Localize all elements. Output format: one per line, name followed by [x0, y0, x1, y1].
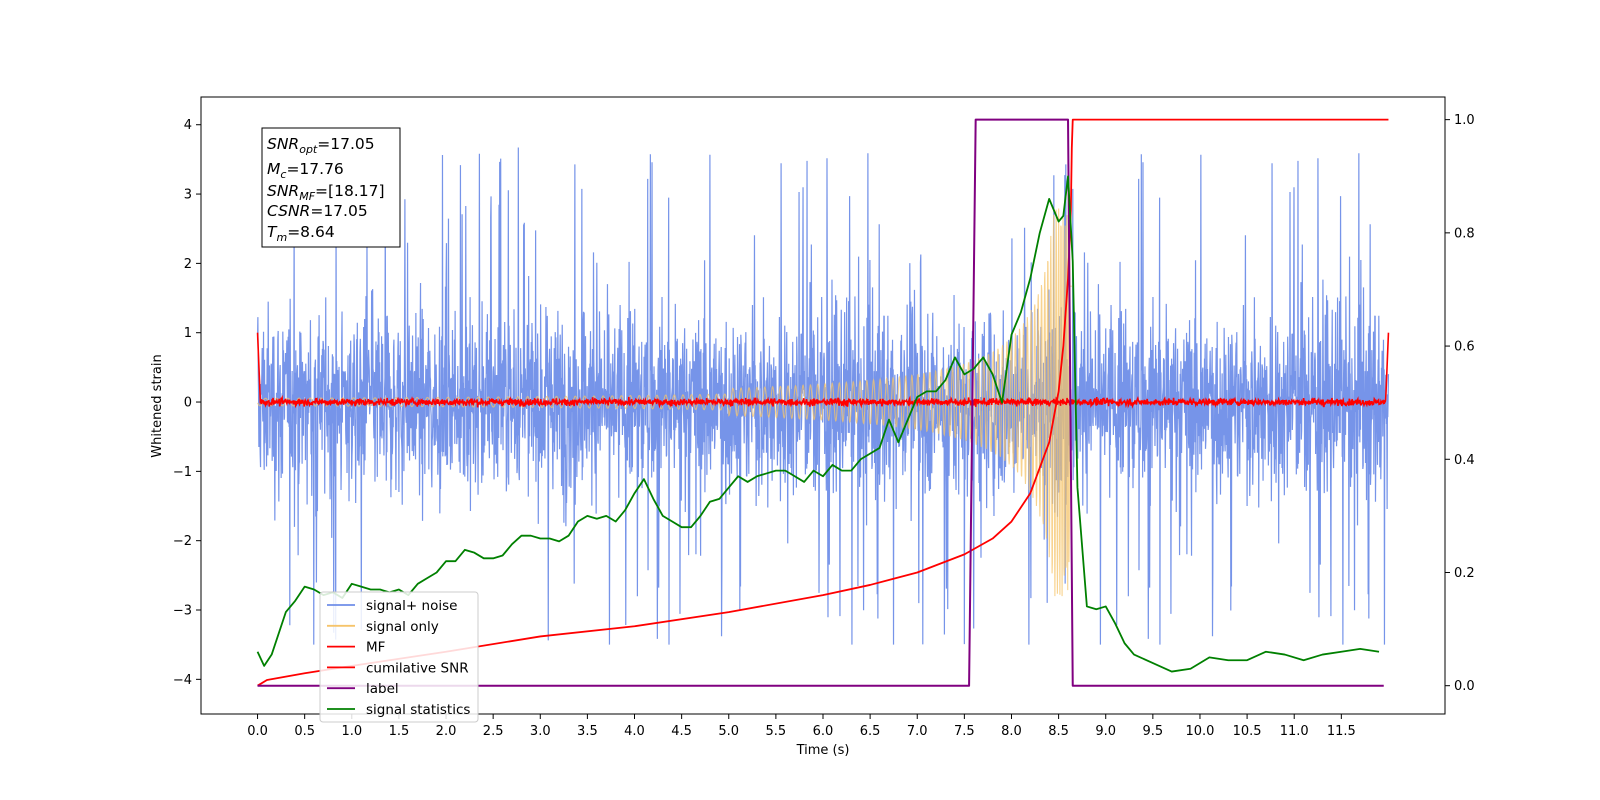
legend-label: label: [366, 681, 399, 697]
x-tick-label: 1.5: [389, 724, 410, 739]
info-box: SNRopt=17.05 Mc=17.76 SNRMF=[18.17] CSNR…: [261, 127, 401, 248]
info-csnr-value: =17.05: [310, 202, 367, 220]
legend-item: MF: [327, 640, 385, 656]
y-right-tick-label: 0.2: [1454, 566, 1475, 581]
info-tm: Tm=8.64: [267, 223, 335, 244]
info-csnr: CSNR=17.05: [267, 202, 368, 220]
legend-label: signal statistics: [366, 702, 470, 718]
info-snr-opt-value: =17.05: [317, 135, 374, 153]
x-tick-label: 3.0: [530, 724, 551, 739]
x-tick-label: 1.0: [341, 724, 362, 739]
info-snr-mf-base: SNR: [267, 182, 299, 200]
info-mc: Mc=17.76: [267, 160, 344, 181]
legend-item: label: [327, 681, 399, 697]
y-right-tick-label: 0.4: [1454, 453, 1475, 468]
x-tick-label: 5.0: [718, 724, 739, 739]
info-snr-opt-sub: opt: [299, 143, 318, 156]
legend-label: cumilative SNR: [366, 660, 469, 676]
x-tick-label: 11.0: [1280, 724, 1309, 739]
series-label: [257, 118, 1384, 687]
info-tm-base: T: [267, 223, 278, 241]
series-signal-noise: [256, 147, 1390, 645]
x-tick-label: 8.0: [1001, 724, 1022, 739]
x-tick-label: 11.5: [1327, 724, 1356, 739]
x-tick-label: 4.5: [671, 724, 692, 739]
y-right-tick-label: 1.0: [1454, 113, 1475, 128]
y-axis-title: Whitened strain: [150, 354, 165, 457]
series-mf: [256, 332, 1390, 409]
x-tick-label: 4.0: [624, 724, 645, 739]
y-right-tick-label: 0.6: [1454, 340, 1475, 355]
info-tm-value: =8.64: [287, 223, 335, 241]
y-left-tick-label: 4: [184, 118, 192, 133]
info-csnr-base: CSNR: [267, 202, 310, 220]
y-right-tick-label: 0.8: [1454, 226, 1475, 241]
y-left-tick-label: −2: [173, 534, 192, 549]
legend-label: signal only: [366, 619, 439, 635]
info-mc-sub: c: [280, 168, 286, 181]
x-tick-label: 5.5: [766, 724, 787, 739]
y-left-tick-label: −3: [173, 604, 192, 619]
info-snr-mf-sub: MF: [299, 190, 315, 203]
x-tick-label: 3.5: [577, 724, 598, 739]
info-snr-mf-value: =[18.17]: [315, 182, 384, 200]
x-tick-label: 6.0: [813, 724, 834, 739]
legend-label: MF: [366, 640, 385, 656]
x-tick-label: 0.5: [294, 724, 315, 739]
legend-item: signal+ noise: [327, 598, 457, 614]
x-tick-label: 10.0: [1185, 724, 1214, 739]
info-snr-opt-base: SNR: [267, 135, 299, 153]
x-axis-title: Time (s): [796, 743, 850, 758]
y-left-tick-label: −1: [173, 465, 192, 480]
legend-item: cumilative SNR: [327, 660, 469, 676]
legend-label: signal+ noise: [366, 598, 457, 614]
info-snr-opt: SNRopt=17.05: [267, 135, 375, 156]
x-tick-label: 10.5: [1233, 724, 1262, 739]
info-tm-sub: m: [276, 231, 287, 244]
legend-item: signal only: [327, 619, 439, 635]
info-mc-value: =17.76: [286, 160, 343, 178]
y-left-tick-label: 2: [184, 257, 192, 272]
x-tick-label: 2.5: [483, 724, 504, 739]
x-tick-label: 8.5: [1048, 724, 1069, 739]
legend: signal+ noise signal only MF cumilative SNR…: [319, 591, 479, 723]
legend-items: signal+ noise signal only MF cumilative SNR…: [327, 598, 470, 718]
x-tick-label: 7.0: [907, 724, 928, 739]
info-mc-base: M: [267, 160, 280, 178]
info-box-frame: [261, 127, 401, 248]
x-tick-label: 0.0: [247, 724, 268, 739]
y-right-tick-label: 0.0: [1454, 679, 1475, 694]
legend-item: signal statistics: [327, 702, 470, 718]
y-left-tick-label: 3: [184, 188, 192, 203]
x-tick-label: 6.5: [860, 724, 881, 739]
legend-frame: [319, 591, 479, 723]
y-axis-right: 0.0 0.2 0.4 0.6 0.8 1.0: [1445, 113, 1475, 694]
y-left-tick-label: 1: [184, 326, 192, 341]
x-tick-label: 9.5: [1143, 724, 1164, 739]
x-tick-label: 2.0: [436, 724, 457, 739]
x-tick-label: 7.5: [954, 724, 975, 739]
x-axis: 0.0 0.5 1.0 1.5 2.0 2.5 3.0 3.5 4.0 4.5 5.0 5.5 6.0 6…: [247, 714, 1356, 739]
y-axis-left: −4 −3 −2 −1 0 1 2 3 4: [173, 118, 201, 688]
info-snr-mf: SNRMF=[18.17]: [267, 182, 385, 203]
series-signal-statistics: [256, 175, 1380, 673]
y-left-tick-label: −4: [173, 673, 192, 688]
x-tick-label: 9.0: [1095, 724, 1116, 739]
y-left-tick-label: 0: [184, 396, 192, 411]
